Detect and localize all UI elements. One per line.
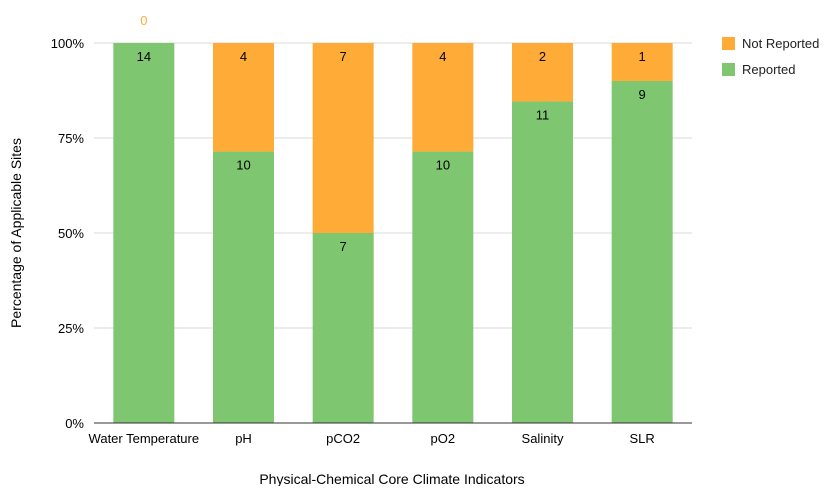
y-tick-label: 0%	[65, 416, 84, 431]
bar-not-reported	[611, 43, 673, 81]
x-tick-label: SLR	[630, 431, 655, 446]
data-label-reported: 10	[436, 158, 450, 173]
data-label-not-reported: 1	[639, 49, 646, 64]
x-tick-label: Water Temperature	[89, 431, 200, 446]
bar-not-reported	[412, 43, 474, 152]
bar-not-reported	[312, 43, 374, 233]
bar-reported	[611, 81, 673, 423]
data-label-reported: 10	[236, 158, 250, 173]
legend: Not Reported Reported	[722, 36, 819, 77]
y-tick-label: 25%	[58, 321, 84, 336]
data-label-not-reported: 4	[439, 49, 446, 64]
data-label-reported: 9	[639, 87, 646, 102]
legend-swatch	[722, 63, 735, 76]
bar-not-reported	[213, 43, 274, 152]
data-label-reported: 11	[536, 107, 550, 122]
data-labels: 14 0 10 4 7 7 10 4 11 2 9 1	[137, 13, 646, 254]
x-tick-label: Salinity	[522, 431, 564, 446]
y-tick-label: 100%	[51, 36, 85, 51]
data-label-not-reported: 7	[340, 49, 347, 64]
data-label-not-reported: 2	[539, 49, 546, 64]
y-tick-label: 75%	[58, 131, 84, 146]
data-label-not-reported: 4	[240, 49, 247, 64]
legend-label: Reported	[742, 62, 795, 77]
bars	[113, 43, 673, 424]
x-tick-label: pO2	[431, 431, 456, 446]
bar-reported	[512, 101, 573, 423]
axes: 0% 25% 50% 75% 100% Water Temperature pH pCO2 pO…	[51, 36, 692, 446]
data-label-reported: 7	[340, 239, 347, 254]
bar-reported	[113, 43, 175, 423]
legend-label: Not Reported	[742, 36, 819, 51]
x-axis-title: Physical-Chemical Core Climate Indicator…	[259, 471, 524, 486]
data-label-reported: 14	[137, 49, 151, 64]
bar-reported	[412, 151, 474, 424]
y-axis-title: Percentage of Applicable Sites	[8, 138, 24, 328]
x-tick-label: pH	[235, 431, 252, 446]
y-tick-label: 50%	[58, 226, 84, 241]
bar-reported	[312, 233, 374, 423]
bar-reported	[213, 151, 274, 424]
legend-swatch	[722, 37, 735, 50]
gridlines	[94, 42, 692, 329]
data-label-not-reported: 0	[140, 13, 147, 28]
x-tick-label: pCO2	[326, 431, 360, 446]
bar-not-reported	[512, 43, 573, 102]
